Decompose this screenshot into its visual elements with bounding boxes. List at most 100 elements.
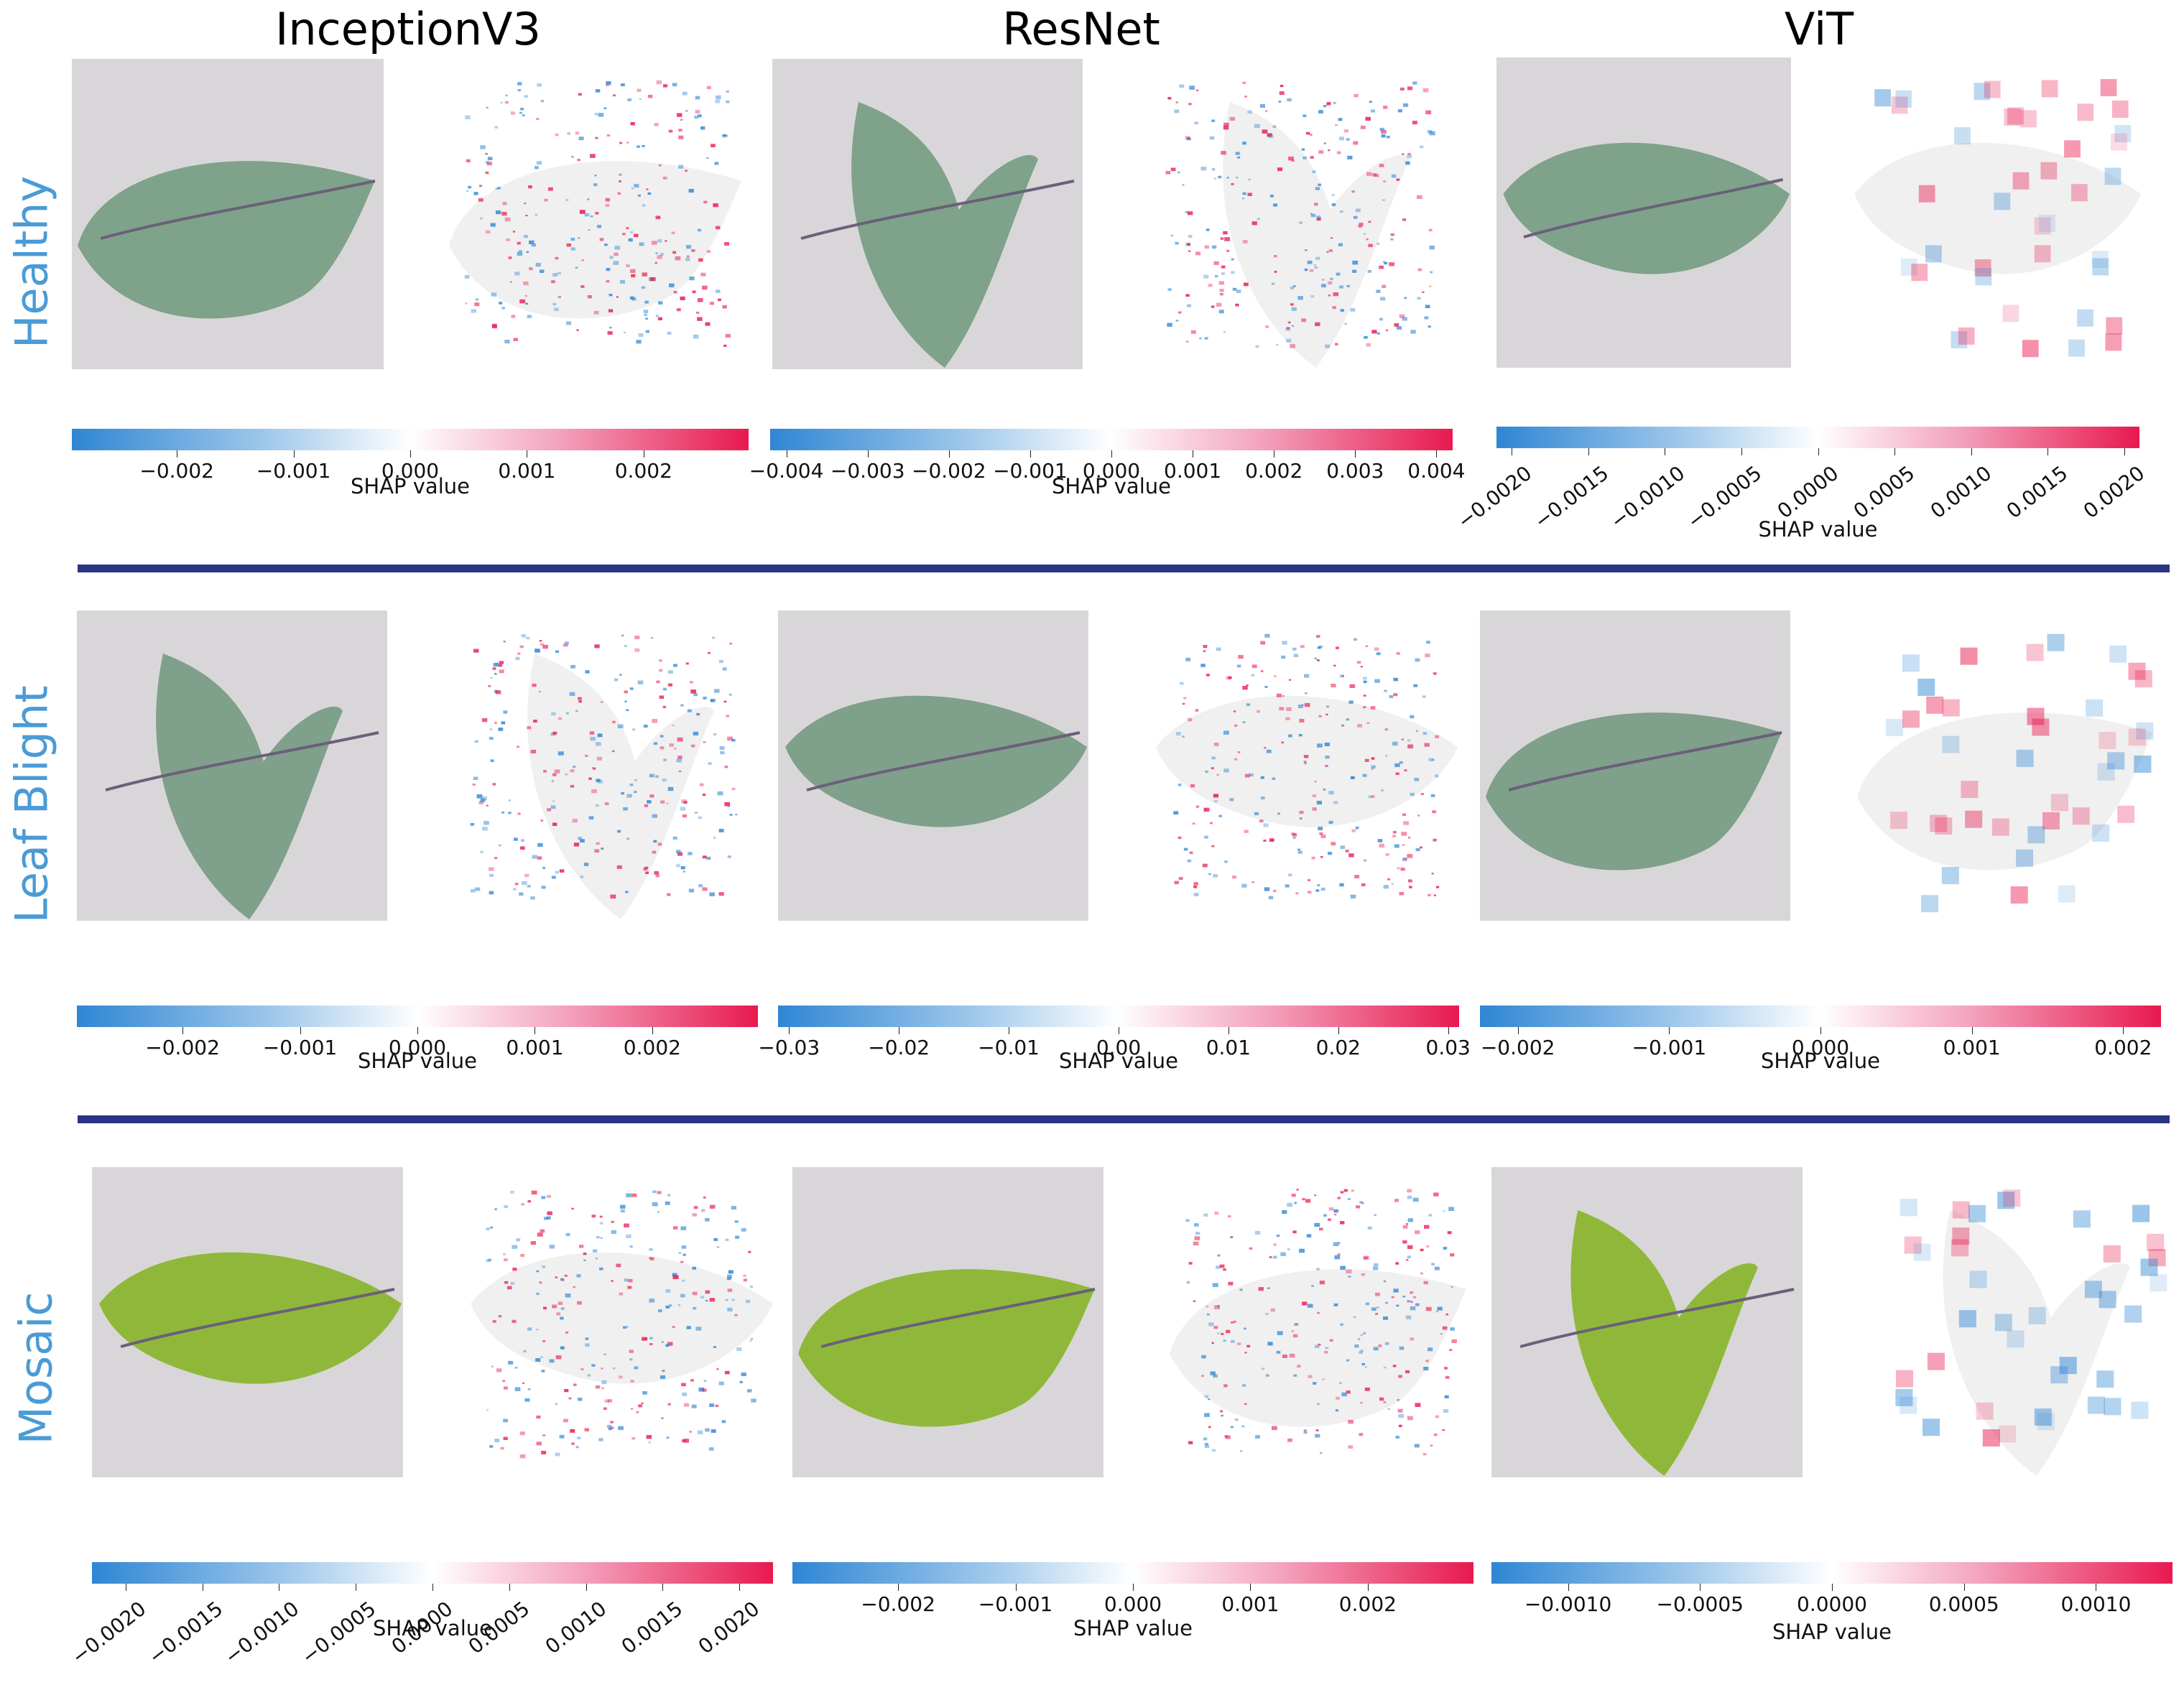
shap-map-inceptionv3-mosaic [463,1167,774,1477]
shap-map-resnet-leaf-blight [1149,610,1459,921]
leaf-photo-inceptionv3-healthy [72,59,384,369]
colorbar-tick [1228,1027,1229,1034]
colorbar-tick-label: 0.0020 [693,1597,764,1659]
shap-map-inceptionv3-healthy [443,59,750,369]
leaf-photo-resnet-leaf-blight [778,610,1088,921]
colorbar-tick [1338,1027,1339,1034]
colorbar-tick [1448,1027,1449,1034]
colorbar-tick-label: 0.0020 [2078,461,2150,524]
column-title-inceptionv3: InceptionV3 [275,3,541,55]
colorbar-tick [417,1027,418,1034]
leaf-photo-vit-leaf-blight [1480,610,1790,921]
colorbar-tick [2124,448,2125,455]
column-title-resnet: ResNet [1002,3,1160,55]
colorbar-tick [1029,450,1031,458]
colorbar-tick [1971,1027,1973,1034]
row-divider [78,565,2170,572]
colorbar-tick-label: 0.0005 [1848,461,1920,524]
colorbar-tick-label: −0.0015 [1530,461,1614,534]
colorbar-tick [1818,448,1819,455]
colorbar-tick-label: 0.002 [2094,1036,2152,1059]
colorbar-tick-label: −0.01 [978,1036,1040,1059]
colorbar-tick-label: −0.001 [262,1036,338,1059]
shap-map-vit-healthy [1848,57,2142,368]
colorbar-tick-label: −0.002 [911,459,986,483]
colorbar-tick [410,450,411,458]
colorbar-tick-label: −0.0020 [67,1597,151,1669]
colorbar-tick-label: −0.0010 [1606,461,1690,534]
colorbar-tick [1517,1027,1519,1034]
colorbar: −0.002 −0.001 0.000 0.001 0.002 [72,429,749,483]
colorbar-tick-label: 0.002 [1245,459,1303,483]
colorbar-tick-label: 0.000 [1791,1036,1850,1059]
colorbar: −0.03 −0.02 −0.01 0.00 0.01 0.02 0.03 [758,1006,1471,1059]
colorbar-tick-label: −0.001 [1632,1036,1707,1059]
colorbar-gradient [92,1562,773,1584]
colorbar: −0.002 −0.001 0.000 0.001 0.002 [792,1562,1473,1616]
colorbar-tick [1111,450,1112,458]
leaf-photo-vit-mosaic [1491,1167,1803,1477]
colorbar-tick-label: −0.001 [256,459,331,483]
row-label-leaf-blight: Leaf Blight [5,685,58,924]
colorbar-tick-label: 0.001 [1164,459,1222,483]
colorbar-tick [1669,1027,1670,1034]
colorbar-tick [1588,448,1589,455]
colorbar-tick-label: −0.003 [830,459,905,483]
colorbar-tick-label: 0.0010 [540,1597,611,1659]
colorbar-tick-label: 0.0000 [1772,461,1843,524]
colorbar: −0.002 −0.001 0.000 0.001 0.002 [77,1006,758,1059]
leaf-photo-inceptionv3-mosaic [92,1167,403,1477]
colorbar-axis-label: SHAP value [358,1049,477,1073]
colorbar-tick-label: −0.0010 [1524,1592,1612,1616]
row-label-mosaic: Mosaic [9,1291,63,1445]
colorbar-tick [1741,448,1742,455]
shap-map-resnet-mosaic [1164,1167,1475,1477]
colorbar-tick-label: 0.001 [498,459,556,483]
colorbar-gradient [77,1006,758,1027]
colorbar-tick [1568,1584,1569,1591]
colorbar-tick [652,1027,653,1034]
row-label-healthy: Healthy [5,175,58,349]
colorbar-tick [867,450,869,458]
colorbar-tick-label: −0.0005 [297,1597,381,1669]
colorbar-tick [1436,450,1438,458]
colorbar-tick [1963,1584,1965,1591]
colorbar-gradient [778,1006,1459,1027]
colorbar-gradient [1496,427,2139,448]
colorbar-tick-label: 0.001 [506,1036,564,1059]
colorbar-tick [432,1584,433,1591]
colorbar-tick-label: −0.03 [758,1036,820,1059]
leaf-photo-resnet-mosaic [792,1167,1103,1477]
colorbar-tick-label: −0.0010 [220,1597,304,1669]
colorbar-tick-label: 0.0015 [617,1597,688,1659]
colorbar-axis-label: SHAP value [1073,1616,1193,1640]
leaf-photo-vit-healthy [1496,57,1791,368]
shap-map-vit-leaf-blight [1851,610,2162,921]
colorbar-tick [1250,1584,1251,1591]
colorbar-gradient [1491,1562,2173,1584]
colorbar-tick-label: −0.0005 [1683,461,1767,534]
colorbar-tick-label: −0.002 [139,459,214,483]
colorbar-tick-label: −0.001 [978,1592,1053,1616]
colorbar-tick [182,1027,184,1034]
colorbar: −0.0020 −0.0015 −0.0010 −0.0005 0.0000 0.0005… [1453,427,2149,534]
colorbar-axis-label: SHAP value [351,474,470,498]
colorbar-tick-label: 0.004 [1407,459,1466,483]
colorbar-gradient [792,1562,1473,1584]
colorbar-tick-label: −0.0005 [1656,1592,1744,1616]
colorbar-tick-label: 0.0015 [2002,461,2073,524]
colorbar-tick [1894,448,1896,455]
colorbar-tick-label: 0.02 [1315,1036,1361,1059]
colorbar-tick-label: −0.0020 [1453,461,1537,534]
colorbar-tick-label: −0.0015 [144,1597,228,1669]
colorbar-tick [1367,1584,1369,1591]
colorbar-tick-label: 0.002 [614,459,672,483]
colorbar-tick [739,1584,741,1591]
column-title-vit: ViT [1784,3,1854,55]
colorbar-tick [789,1027,790,1034]
colorbar-tick [293,450,295,458]
colorbar-tick-label: 0.00 [1096,1036,1142,1059]
colorbar-tick [300,1027,301,1034]
colorbar-tick [948,450,950,458]
